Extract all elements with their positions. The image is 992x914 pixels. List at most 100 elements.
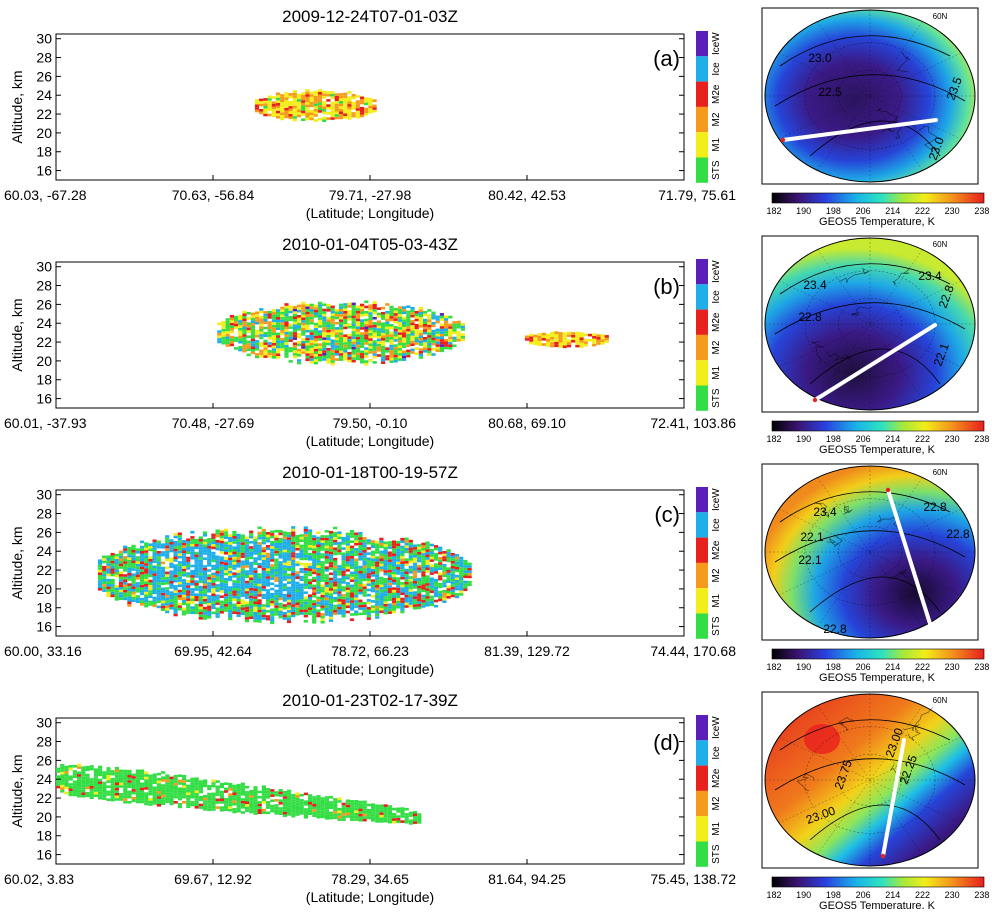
cloud-cell xyxy=(368,103,373,106)
cloud-cell xyxy=(229,341,234,344)
cloud-cell xyxy=(604,337,609,341)
cloud-cell xyxy=(225,344,230,347)
cloud-cell xyxy=(400,561,405,564)
cloud-cell xyxy=(313,348,318,352)
cloud-cell xyxy=(381,351,386,354)
cloud-cell xyxy=(370,594,376,598)
cloud-cell xyxy=(261,795,266,799)
cloud-cell xyxy=(274,548,279,551)
cloud-cell xyxy=(347,111,352,115)
cloud-cell xyxy=(402,306,407,309)
cloud-cell xyxy=(165,589,170,593)
cloud-cell xyxy=(242,347,247,350)
cloud-cell xyxy=(408,594,413,597)
cloud-cell xyxy=(228,612,233,615)
cloud-cell xyxy=(257,604,262,608)
cloud-cell xyxy=(338,111,344,114)
cloud-cell xyxy=(288,310,293,314)
cloud-cell xyxy=(282,811,287,815)
cloud-cell xyxy=(402,337,407,341)
cloud-cell xyxy=(592,343,597,347)
cloud-cell xyxy=(135,800,140,804)
cloud-cell xyxy=(312,535,317,538)
cloud-cell xyxy=(263,111,268,114)
cloud-cell xyxy=(337,813,342,816)
cloud-cell xyxy=(250,317,255,321)
cloud-cell xyxy=(211,559,216,563)
cloud-cell xyxy=(450,584,455,587)
legend-label: Ice xyxy=(711,746,722,760)
cloud-cell xyxy=(114,590,119,593)
cloud-cell xyxy=(152,547,157,550)
cloud-cell xyxy=(181,555,187,559)
cloud-cell xyxy=(379,587,384,590)
contour-label: 23.4 xyxy=(918,269,942,283)
cloud-cell xyxy=(263,108,268,112)
cloud-cell xyxy=(127,552,132,555)
cloud-cell xyxy=(182,780,187,783)
cloud-cell xyxy=(324,801,329,804)
cloud-cell xyxy=(431,340,436,343)
cloud-cell xyxy=(255,353,260,356)
cloud-cell xyxy=(362,573,367,576)
cloud-cell xyxy=(387,590,392,594)
coastline xyxy=(890,764,910,783)
cloud-cell xyxy=(301,322,306,326)
cloud-cell xyxy=(223,562,229,565)
cloud-cell xyxy=(351,357,356,360)
cloud-cell xyxy=(255,345,260,348)
legend-swatch xyxy=(696,841,708,867)
cloud-cell xyxy=(140,774,145,778)
cloud-cell xyxy=(282,536,287,540)
cloud-cell xyxy=(366,539,371,542)
cloud-cell xyxy=(274,812,279,815)
cloud-cell xyxy=(236,807,241,810)
cloud-cell xyxy=(186,548,191,552)
y-tick-label: 20 xyxy=(36,581,52,597)
cloud-cell xyxy=(328,577,334,581)
cloud-cell xyxy=(339,355,344,359)
cloud-cell xyxy=(173,585,178,588)
cloud-cell xyxy=(305,104,310,108)
cloud-cell xyxy=(68,778,73,781)
cloud-cell xyxy=(198,567,203,571)
cloud-cell xyxy=(404,600,409,603)
cloud-cell xyxy=(215,597,220,600)
cloud-cell xyxy=(246,325,251,328)
cloud-cell xyxy=(240,547,245,551)
cloud-cell xyxy=(177,579,182,582)
cloud-cell xyxy=(186,582,191,586)
cloud-cell xyxy=(245,804,250,807)
cloud-cell xyxy=(299,539,304,542)
cloud-cell xyxy=(228,808,233,812)
cloud-cell xyxy=(190,575,195,578)
cloud-cell xyxy=(301,327,306,331)
cloud-cell xyxy=(106,568,111,571)
cloud-cell xyxy=(259,101,264,104)
cloud-cell xyxy=(135,548,140,551)
cloud-cell xyxy=(118,566,124,569)
cloud-cell xyxy=(60,766,65,770)
colorbar-tick-label: 190 xyxy=(796,434,811,444)
cloud-cell xyxy=(173,546,178,549)
cloud-cell xyxy=(152,565,157,569)
cloud-cell xyxy=(259,334,264,337)
cloud-cell xyxy=(313,108,318,112)
cloud-cell xyxy=(127,565,132,568)
cloud-cell xyxy=(257,801,262,804)
cloud-cell xyxy=(442,569,447,572)
cloud-cell xyxy=(417,606,422,610)
geopotential-contour xyxy=(809,576,941,613)
cloud-cell xyxy=(177,581,182,585)
cloud-cell xyxy=(263,339,268,343)
cloud-cell xyxy=(301,325,306,328)
cloud-cell xyxy=(244,596,250,599)
cloud-cell xyxy=(444,328,449,332)
cloud-cell xyxy=(433,563,439,566)
cloud-cell xyxy=(173,574,178,578)
cloud-cell xyxy=(240,604,245,608)
cloud-cell xyxy=(328,538,334,542)
cloud-cell xyxy=(292,342,297,346)
cloud-cell xyxy=(425,564,430,568)
cloud-cell xyxy=(173,600,178,604)
